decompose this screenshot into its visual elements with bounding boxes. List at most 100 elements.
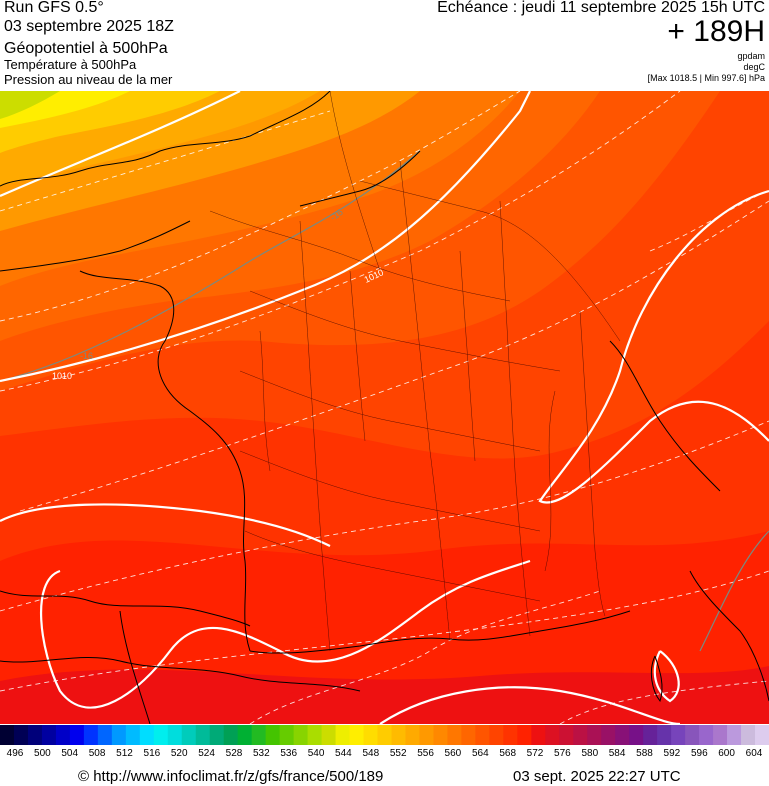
coastline	[0, 656, 361, 692]
colorbar-swatch	[13, 725, 29, 745]
colorbar-swatch	[153, 725, 169, 745]
isobar-line	[0, 91, 241, 198]
colorbar-swatch	[321, 725, 337, 745]
isobar-line	[538, 189, 769, 504]
coastline	[650, 655, 663, 703]
isobar-line	[653, 650, 680, 703]
colorbar-swatch	[461, 725, 476, 745]
colorbar-label: 548	[362, 748, 380, 759]
coastline	[689, 570, 769, 702]
colorbar-swatch	[83, 725, 99, 745]
colorbar-label: 544	[335, 748, 352, 759]
colorbar-swatch	[307, 725, 323, 745]
colorbar	[0, 725, 769, 745]
colorbar-swatch	[279, 725, 295, 745]
parameter-geopotential: Géopotentiel à 500hPa	[4, 40, 168, 57]
border-line	[359, 180, 621, 342]
unit-geopotential: gpdam	[737, 51, 765, 61]
colorbar-swatch	[573, 725, 588, 745]
colorbar-swatch	[489, 725, 504, 745]
border-line	[239, 450, 541, 532]
band-540	[0, 91, 60, 119]
colorbar-swatch	[503, 725, 518, 745]
colorbar-swatch	[657, 725, 672, 745]
colorbar-swatch	[377, 725, 392, 745]
isobar-line	[379, 686, 681, 724]
colorbar-label: 580	[581, 748, 599, 759]
colorbar-label: 532	[252, 748, 270, 759]
colorbar-label: 500	[34, 748, 51, 759]
forecast-horizon: + 189H	[667, 15, 765, 48]
footer-source-url: © http://www.infoclimat.fr/z/gfs/france/…	[78, 768, 384, 785]
colorbar-label: 504	[61, 748, 79, 759]
colorbar-swatch	[209, 725, 225, 745]
colorbar-label: 512	[116, 748, 133, 759]
colorbar-swatch	[125, 725, 141, 745]
colorbar-label: 536	[280, 748, 298, 759]
colorbar-swatch	[545, 725, 560, 745]
colorbar-label: 588	[636, 748, 653, 759]
colorbar-swatch	[69, 725, 85, 745]
colorbar-label: 560	[444, 748, 462, 759]
border-line	[329, 91, 381, 272]
colorbar-swatch	[587, 725, 602, 745]
colorbar-label: 568	[499, 748, 517, 759]
border-line	[349, 270, 366, 442]
colorbar-swatch	[517, 725, 532, 745]
parameter-temperature: Température à 500hPa	[4, 57, 137, 72]
colorbar-label: 520	[170, 748, 188, 759]
run-title: Run GFS 0.5°	[4, 0, 104, 16]
colorbar-swatch	[55, 725, 71, 745]
parameter-pressure: Pression au niveau de la mer	[4, 72, 173, 87]
colorbar-swatch	[265, 725, 281, 745]
colorbar-swatch	[181, 725, 197, 745]
colorbar-swatch	[713, 725, 728, 745]
colorbar-label: 508	[88, 748, 106, 759]
colorbar-swatch	[27, 725, 43, 745]
coastline	[0, 91, 331, 187]
colorbar-label: 584	[608, 748, 626, 759]
isotherm-line	[0, 150, 421, 382]
forecast-valid-time: Echéance : jeudi 11 septembre 2025 15h U…	[437, 0, 765, 16]
colorbar-labels: 496 500 504 508 512 516 520 524 528 532 536 540 544 5…	[0, 748, 769, 762]
colorbar-swatch	[727, 725, 742, 745]
colorbar-swatch	[685, 725, 700, 745]
coastline	[0, 220, 191, 272]
isobar-line	[0, 91, 531, 383]
colorbar-swatch	[643, 725, 658, 745]
isobar-line	[0, 503, 331, 547]
coastline	[609, 340, 721, 492]
colorbar-swatch	[97, 725, 113, 745]
colorbar-swatch	[601, 725, 616, 745]
coastline	[119, 610, 151, 724]
colorbar-label: 552	[389, 748, 407, 759]
isotherm-label: -16	[80, 351, 93, 361]
border-line	[249, 290, 561, 372]
colorbar-label: 600	[718, 748, 735, 759]
border-line	[544, 390, 556, 572]
colorbar-swatch	[0, 725, 15, 745]
colorbar-swatch	[111, 725, 127, 745]
colorbar-swatch	[741, 725, 756, 745]
border-line	[239, 370, 541, 452]
coastline	[0, 590, 251, 627]
border-line	[499, 200, 531, 637]
colorbar-swatch	[405, 725, 420, 745]
colorbar-label: 516	[143, 748, 161, 759]
colorbar-swatch	[391, 725, 406, 745]
colorbar-label: 592	[663, 748, 681, 759]
colorbar-swatch	[223, 725, 239, 745]
forecast-map: 1010 1010 -16 -16	[0, 91, 769, 724]
border-line	[209, 210, 511, 302]
colorbar-swatch	[531, 725, 546, 745]
colorbar-swatch	[475, 725, 490, 745]
colorbar-label: 528	[225, 748, 243, 759]
colorbar-label: 540	[307, 748, 325, 759]
colorbar-swatch	[559, 725, 574, 745]
isotherm-line	[699, 530, 769, 652]
colorbar-swatch	[755, 725, 769, 745]
colorbar-swatch	[447, 725, 462, 745]
colorbar-swatch	[41, 725, 57, 745]
border-line	[299, 220, 331, 652]
colorbar-label: 496	[6, 748, 24, 759]
